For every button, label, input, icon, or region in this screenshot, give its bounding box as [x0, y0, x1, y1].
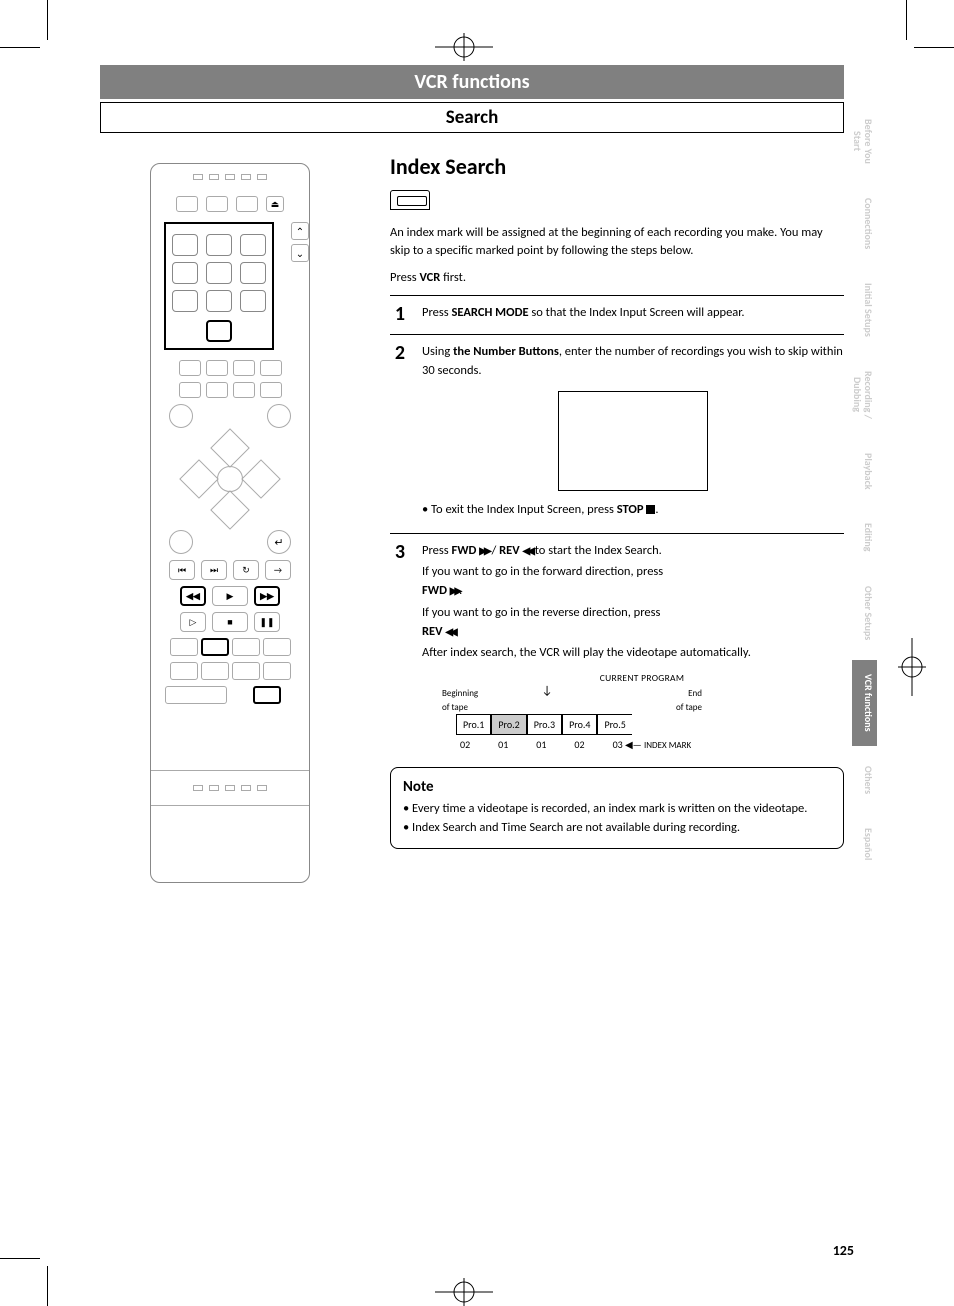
side-tab: Editing — [852, 509, 877, 566]
crop-mark — [0, 47, 40, 48]
page-content: VCR functions Search ⏏ — [100, 65, 844, 883]
slow-button: ▷ — [180, 612, 206, 632]
note-box: Note • Every time a videotape is recorde… — [390, 767, 844, 849]
skip-back-icon: ⏮ — [169, 560, 195, 580]
step-2: 2 Using the Number Buttons, enter the nu… — [390, 334, 844, 532]
step-number: 1 — [390, 304, 410, 324]
crop-mark — [0, 1258, 40, 1259]
screen-placeholder — [558, 391, 708, 491]
step-1: 1 Press SEARCH MODE so that the Index In… — [390, 295, 844, 334]
page-number: 125 — [833, 1242, 854, 1259]
side-tab: Español — [852, 814, 877, 874]
side-tab: VCR functions — [852, 660, 877, 746]
side-tab: Connections — [852, 184, 877, 263]
up-icon: ⌃ — [291, 222, 309, 240]
stop-icon — [646, 505, 655, 514]
enter-icon: ↵ — [267, 530, 291, 554]
eject-icon: ⏏ — [266, 196, 284, 212]
intro-paragraph: An index mark will be assigned at the be… — [390, 224, 844, 260]
next-icon: → — [265, 560, 291, 580]
note-title: Note — [403, 776, 831, 799]
dpad — [185, 434, 275, 524]
pause-button: ❚❚ — [254, 612, 280, 632]
step-number: 3 — [390, 542, 410, 757]
note-item: • Every time a videotape is recorded, an… — [403, 800, 831, 819]
step-3: 3 Press FWD ▶▶ / REV ◀◀ to start the Ind… — [390, 533, 844, 767]
side-tab: Other Setups — [852, 572, 877, 654]
skip-fwd-icon: ⏭ — [201, 560, 227, 580]
side-tab: Before You Start — [852, 105, 877, 178]
registration-mark — [898, 638, 926, 696]
side-tab: Initial Setups — [852, 269, 877, 351]
side-tab: Others — [852, 752, 877, 808]
rev-button: ◀◀ — [180, 586, 206, 606]
step-body: Press FWD ▶▶ / REV ◀◀ to start the Index… — [422, 542, 844, 757]
repeat-icon: ↻ — [233, 560, 259, 580]
crop-mark — [914, 47, 954, 48]
fwd-button: ▶▶ — [254, 586, 280, 606]
side-tab: Recording / Dubbing — [852, 357, 877, 433]
registration-mark — [435, 1278, 493, 1306]
play-button: ▶ — [212, 586, 248, 606]
chapter-title: VCR functions — [100, 65, 844, 99]
registration-mark — [435, 33, 493, 61]
section-heading: Search — [100, 102, 844, 133]
crop-mark — [47, 1266, 48, 1306]
stop-button: ■ — [212, 612, 248, 632]
crop-mark — [47, 0, 48, 40]
note-item: • Index Search and Time Search are not a… — [403, 819, 831, 838]
down-icon: ⌄ — [291, 244, 309, 262]
tape-icon — [390, 190, 430, 210]
remote-illustration: ⏏ ⌃ ⌄ — [100, 153, 360, 883]
step-body: Using the Number Buttons, enter the numb… — [422, 343, 844, 522]
press-first: Press VCR first. — [390, 270, 844, 285]
crop-mark — [906, 0, 907, 40]
side-tab: Playback — [852, 439, 877, 504]
subsection-title: Index Search — [390, 153, 844, 180]
tape-diagram: CURRENT PROGRAM Beginning of tape ↓ End … — [422, 671, 844, 753]
step-body: Press SEARCH MODE so that the Index Inpu… — [422, 304, 844, 324]
step-number: 2 — [390, 343, 410, 522]
side-tabs: Before You Start Connections Initial Setup… — [852, 105, 877, 874]
number-keypad — [164, 222, 274, 350]
